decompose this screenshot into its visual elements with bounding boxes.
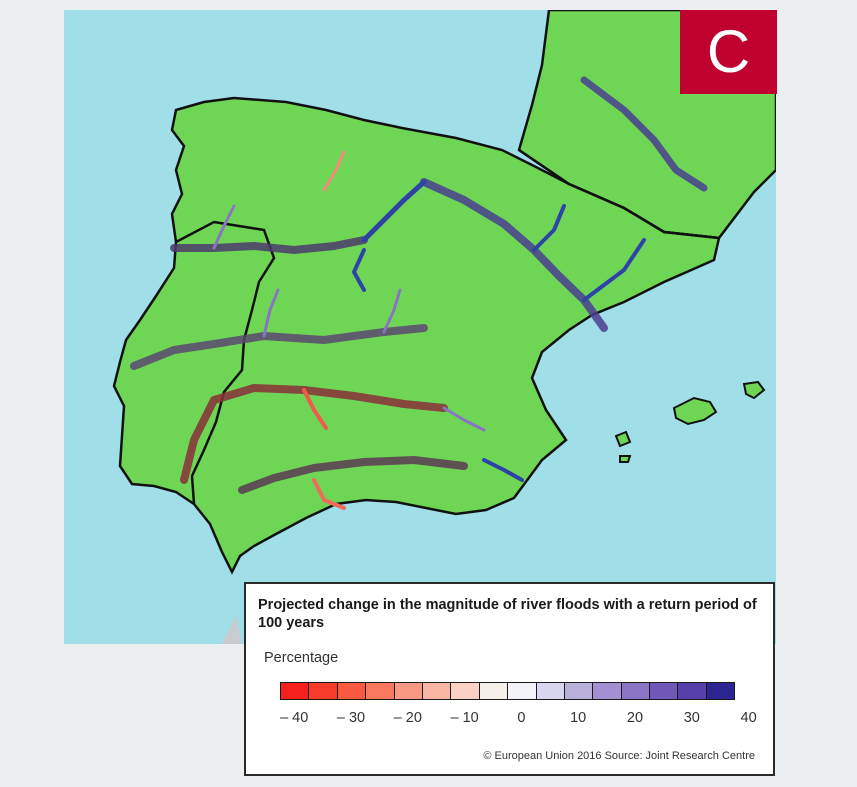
legend-swatch	[478, 682, 509, 700]
legend-unit-label: Percentage	[264, 650, 339, 666]
formentera-island	[619, 455, 632, 463]
legend-swatch	[336, 682, 367, 700]
menorca-island	[742, 380, 766, 400]
legend-swatch	[421, 682, 452, 700]
river-network	[130, 76, 708, 510]
river-guadiana	[180, 384, 448, 484]
legend-swatch	[649, 682, 679, 700]
legend-swatch	[450, 682, 480, 700]
legend-tick-label: – 20	[393, 710, 422, 726]
legend-swatch	[393, 682, 423, 700]
africa-corner	[222, 616, 242, 644]
legend-tick-label: – 30	[336, 710, 366, 726]
legend-swatch	[620, 682, 651, 700]
river-douro	[170, 236, 368, 254]
tributary-mid-2	[382, 288, 402, 334]
panel-letter-badge: C	[680, 10, 777, 94]
legend-color-scale	[280, 682, 736, 700]
tributary-east	[482, 458, 524, 482]
river-guadalquivir	[238, 456, 468, 494]
tributary-red-1	[302, 388, 328, 430]
legend-tick-label: 40	[740, 710, 757, 726]
legend-tick-label: 20	[626, 710, 644, 726]
legend-tick-label: 10	[570, 710, 587, 726]
legend-tick-label: – 40	[280, 710, 309, 726]
pyrenees-border	[518, 148, 720, 240]
map-panel	[64, 10, 776, 644]
mallorca-island	[672, 396, 718, 426]
tributary-north	[361, 179, 427, 243]
ibiza-island	[614, 430, 632, 448]
tributary-north-2	[352, 248, 366, 292]
legend-swatch	[705, 682, 736, 700]
tributary-mid-1	[262, 288, 280, 338]
legend-swatch	[280, 682, 310, 700]
tributary-mid-4	[442, 406, 486, 432]
tributary-red-3	[322, 150, 346, 192]
tributary-mid-3	[212, 204, 236, 250]
legend-swatch	[308, 682, 338, 700]
legend-swatch	[507, 682, 537, 700]
legend-swatch	[592, 682, 622, 700]
legend-tick-label: 30	[683, 710, 700, 726]
legend-swatch	[535, 682, 565, 700]
tributary-pyr-2	[532, 204, 566, 252]
map-legend: Projected change in the magnitude of riv…	[244, 582, 775, 776]
tributary-pyr-1	[582, 238, 646, 302]
legend-tick-label: 0	[517, 710, 526, 726]
iberia-flood-map	[64, 10, 776, 644]
source-credit: © European Union 2016 Source: Joint Rese…	[483, 750, 755, 762]
legend-title: Projected change in the magnitude of riv…	[258, 597, 757, 631]
legend-swatch	[365, 682, 395, 700]
iberia-land	[112, 96, 721, 575]
river-garonne	[580, 76, 708, 192]
tributary-red-2	[312, 478, 346, 510]
legend-swatch	[677, 682, 707, 700]
legend-tick-label: – 10	[450, 710, 479, 726]
legend-swatch	[563, 682, 594, 700]
